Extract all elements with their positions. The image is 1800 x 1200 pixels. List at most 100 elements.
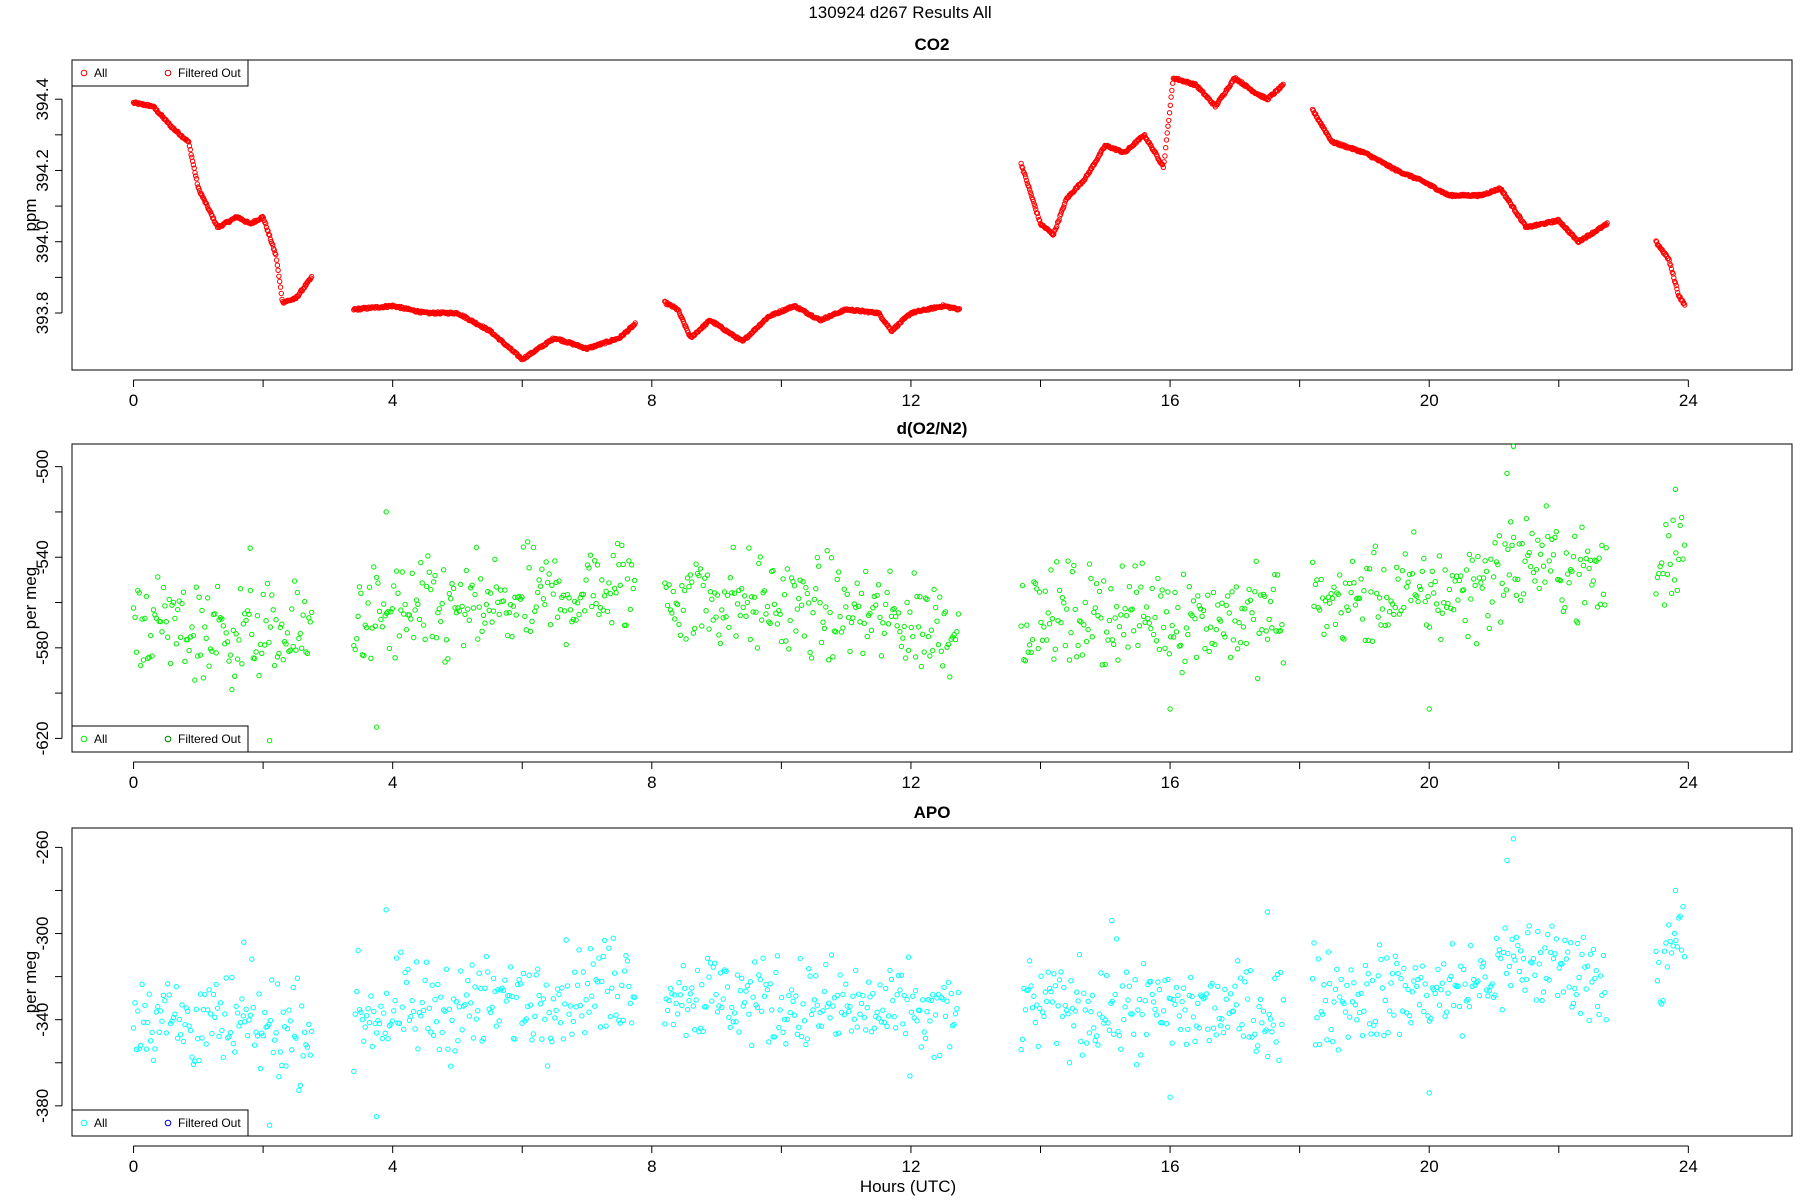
x-tick-label: 16	[1161, 1157, 1180, 1176]
data-point	[1163, 1021, 1170, 1027]
data-point	[672, 616, 678, 622]
data-point	[880, 1007, 886, 1013]
data-point	[593, 600, 599, 607]
data-point	[180, 1038, 187, 1045]
data-point	[719, 1004, 725, 1011]
data-point	[300, 612, 306, 618]
data-point	[898, 643, 905, 650]
data-point	[1279, 622, 1285, 628]
data-point	[1344, 604, 1350, 610]
data-point	[572, 969, 578, 975]
data-point	[420, 622, 427, 628]
data-point	[473, 544, 480, 551]
data-point	[586, 1009, 592, 1015]
data-point	[1671, 930, 1678, 937]
data-point	[1099, 1014, 1106, 1020]
data-point	[1349, 558, 1356, 565]
data-point	[1378, 622, 1384, 628]
data-point	[1451, 607, 1457, 613]
data-point	[629, 562, 635, 568]
data-point	[1058, 211, 1064, 218]
data-point	[247, 587, 254, 594]
data-point	[1132, 977, 1138, 983]
data-point	[754, 645, 761, 651]
data-point	[509, 634, 515, 640]
panel-title: d(O2/N2)	[897, 419, 968, 438]
data-point	[473, 1016, 480, 1022]
plot-frame	[71, 827, 1793, 1137]
data-point	[1035, 645, 1041, 652]
data-point	[717, 970, 724, 976]
data-point	[1603, 1017, 1609, 1023]
data-point	[1111, 1031, 1117, 1037]
data-point	[1368, 1031, 1374, 1037]
data-point	[739, 975, 745, 981]
data-point	[500, 987, 507, 994]
data-point	[1389, 601, 1396, 607]
data-point	[833, 629, 839, 635]
data-point	[375, 1017, 381, 1024]
data-point	[1354, 1017, 1360, 1023]
data-point	[741, 999, 748, 1006]
data-point	[1158, 593, 1164, 599]
data-point	[270, 1049, 276, 1056]
data-point	[1324, 623, 1330, 630]
data-point	[497, 587, 504, 593]
data-point	[452, 1048, 458, 1054]
data-point	[600, 607, 606, 613]
data-point	[425, 1025, 431, 1032]
data-point	[405, 966, 411, 972]
data-point	[1123, 969, 1130, 975]
data-point	[783, 638, 789, 644]
legend-label-filtered: Filtered Out	[178, 1116, 241, 1130]
data-point	[627, 1000, 633, 1006]
data-point	[816, 563, 822, 569]
data-point	[1597, 973, 1604, 979]
data-point	[392, 997, 398, 1004]
data-point	[430, 579, 437, 585]
data-point	[136, 590, 142, 596]
data-point	[415, 1046, 421, 1052]
data-point	[1217, 1023, 1224, 1029]
data-point	[496, 611, 502, 618]
data-point	[549, 582, 555, 588]
data-point	[566, 595, 572, 601]
data-point	[189, 158, 196, 164]
data-point	[1263, 1027, 1269, 1033]
data-point	[1192, 1038, 1198, 1045]
data-point	[1667, 938, 1673, 944]
data-point	[1425, 1013, 1431, 1019]
data-point	[286, 648, 292, 655]
data-point	[1086, 561, 1093, 567]
data-point	[415, 601, 421, 608]
data-point	[1482, 974, 1488, 980]
data-point	[897, 628, 903, 635]
data-point	[1027, 189, 1034, 196]
data-point	[937, 1052, 943, 1059]
data-point	[760, 955, 766, 961]
data-point	[1352, 1002, 1359, 1008]
data-point	[378, 1003, 384, 1009]
data-point	[1255, 675, 1261, 682]
data-point	[837, 972, 843, 978]
legend-marker-all	[80, 69, 88, 77]
data-point	[801, 1018, 808, 1024]
data-point	[1365, 637, 1371, 644]
data-point	[1371, 549, 1377, 556]
data-point	[192, 677, 198, 683]
data-point	[1502, 925, 1508, 931]
data-point	[1362, 962, 1369, 969]
data-point	[418, 1013, 424, 1019]
data-point	[1455, 983, 1461, 989]
data-point	[601, 593, 608, 599]
data-point	[716, 1003, 722, 1009]
data-point	[1364, 981, 1370, 987]
data-point	[917, 594, 923, 600]
data-point	[379, 624, 385, 630]
data-point	[160, 992, 167, 998]
data-point	[1317, 1041, 1323, 1048]
data-point	[864, 633, 870, 640]
data-point	[1325, 949, 1332, 955]
data-point	[721, 589, 728, 595]
data-point	[950, 1022, 956, 1029]
